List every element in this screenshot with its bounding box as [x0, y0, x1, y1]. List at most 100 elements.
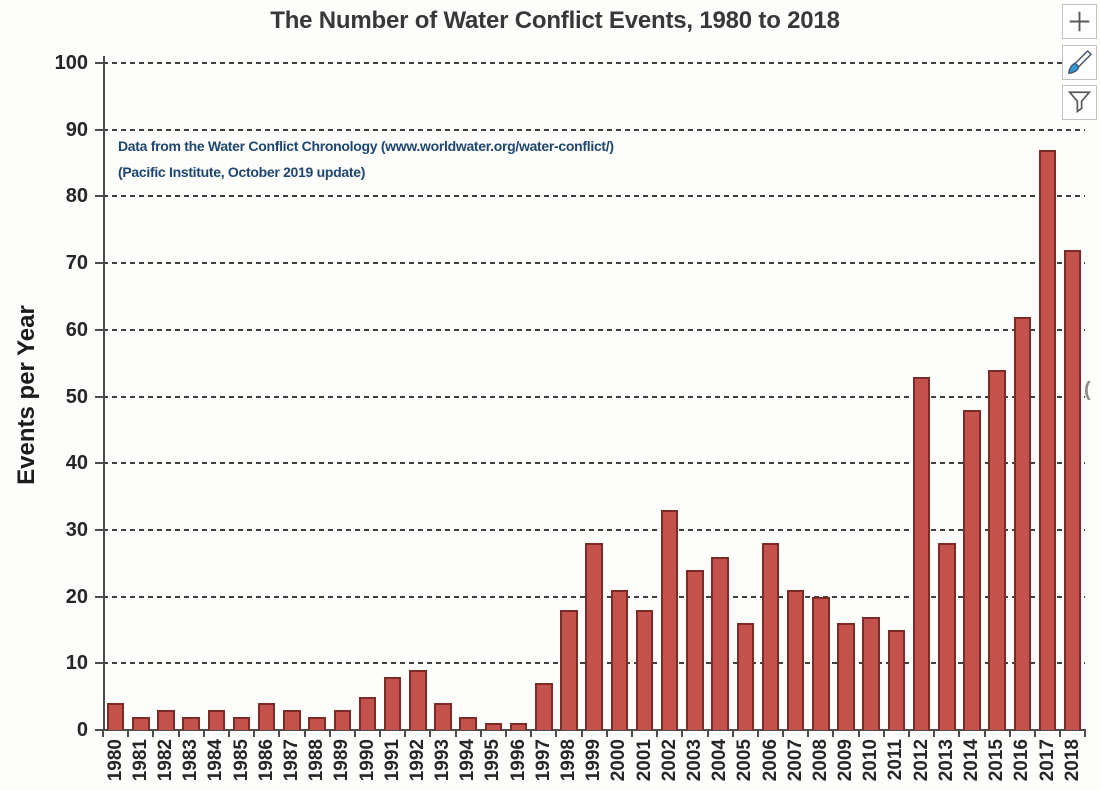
- bar-2008[interactable]: [812, 596, 830, 730]
- bar-1981[interactable]: [132, 716, 150, 730]
- bar-2000[interactable]: [610, 589, 629, 730]
- x-tick-label: 1985: [230, 739, 252, 782]
- x-axis-tick: [102, 730, 104, 737]
- x-axis-tick: [681, 730, 684, 737]
- bar-1996[interactable]: [509, 723, 528, 730]
- x-axis-tick: [555, 730, 558, 737]
- y-tick-label: 80: [65, 185, 88, 208]
- bar-2007[interactable]: [786, 589, 805, 730]
- y-axis-tick: [95, 128, 104, 131]
- bar-2006[interactable]: [761, 543, 780, 730]
- x-axis-tick: [303, 730, 306, 737]
- annotation-line-2: (Pacific Institute, October 2019 update): [118, 164, 366, 180]
- bar-1992[interactable]: [409, 670, 427, 730]
- gridline: [103, 328, 1086, 331]
- x-axis-tick: [404, 730, 407, 737]
- x-tick-label: 2005: [734, 739, 756, 782]
- x-axis-tick: [328, 730, 331, 737]
- bar-1985[interactable]: [232, 716, 251, 730]
- bar-1980[interactable]: [106, 703, 125, 730]
- x-axis-tick: [429, 730, 432, 737]
- x-axis-tick: [933, 730, 936, 737]
- bar-2003[interactable]: [686, 569, 704, 730]
- x-tick-label: 2001: [633, 739, 655, 782]
- bar-1993[interactable]: [434, 703, 452, 730]
- x-axis-line: [102, 729, 1087, 731]
- x-tick-label: 1995: [482, 739, 504, 782]
- x-tick-label: 2015: [986, 739, 1008, 782]
- y-tick-label: 90: [65, 118, 88, 141]
- bar-1989[interactable]: [333, 710, 352, 730]
- chart-styles-button[interactable]: [1062, 45, 1097, 80]
- gridline: [103, 462, 1086, 465]
- gridline: [103, 262, 1086, 265]
- bar-1986[interactable]: [257, 703, 276, 730]
- x-tick-label: 2007: [784, 739, 806, 782]
- x-tick-label: 2016: [1011, 739, 1033, 782]
- bar-2016[interactable]: [1013, 316, 1032, 730]
- bar-2014[interactable]: [963, 409, 981, 730]
- bar-1999[interactable]: [585, 543, 603, 730]
- bar-2011[interactable]: [887, 630, 906, 730]
- plus-icon: [1069, 11, 1090, 32]
- bar-1997[interactable]: [535, 683, 553, 730]
- x-axis-tick: [706, 730, 709, 737]
- x-axis-tick: [253, 730, 256, 737]
- x-axis-tick: [857, 730, 860, 737]
- bar-2015[interactable]: [988, 369, 1006, 730]
- y-tick-label: 20: [65, 585, 88, 608]
- bar-2005[interactable]: [736, 623, 755, 730]
- x-tick-label: 2006: [759, 739, 781, 782]
- x-tick-label: 2011: [885, 739, 907, 781]
- x-tick-label: 2008: [809, 739, 831, 782]
- x-tick-label: 1997: [532, 739, 554, 782]
- chart-filters-button[interactable]: [1062, 85, 1097, 120]
- x-tick-label: 2009: [835, 739, 856, 782]
- bar-2009[interactable]: [837, 623, 855, 730]
- x-tick-label: 1999: [583, 739, 605, 782]
- x-axis-tick: [1033, 730, 1036, 737]
- x-axis-tick: [479, 730, 482, 737]
- x-tick-label: 1992: [406, 739, 428, 782]
- bar-2001[interactable]: [635, 609, 654, 730]
- x-axis-tick: [882, 730, 885, 737]
- x-tick-label: 2017: [1036, 739, 1058, 782]
- bar-1988[interactable]: [308, 716, 326, 730]
- bar-1984[interactable]: [207, 710, 226, 730]
- bar-1995[interactable]: [484, 723, 503, 730]
- x-tick-label: 1990: [356, 739, 378, 782]
- bar-2012[interactable]: [912, 376, 931, 730]
- chart-elements-button[interactable]: [1062, 4, 1097, 39]
- gridline: [103, 62, 1086, 64]
- bar-1983[interactable]: [182, 716, 200, 730]
- y-axis-tick: [95, 462, 104, 465]
- bar-1998[interactable]: [560, 609, 578, 730]
- x-tick-label: 2002: [658, 739, 680, 782]
- x-tick-label: 2003: [683, 739, 705, 782]
- bar-1990[interactable]: [358, 696, 377, 730]
- x-tick-label: 1984: [205, 739, 227, 782]
- bar-1987[interactable]: [283, 710, 301, 730]
- paintbrush-icon: [1068, 50, 1092, 74]
- x-axis-tick: [454, 730, 457, 737]
- bar-1991[interactable]: [383, 676, 402, 730]
- x-tick-label: 1982: [155, 739, 176, 782]
- y-axis-tick: [95, 662, 104, 665]
- bar-2010[interactable]: [862, 616, 880, 730]
- bar-2018[interactable]: [1063, 249, 1082, 730]
- bar-2002[interactable]: [660, 509, 679, 730]
- x-tick-label: 1994: [457, 739, 479, 782]
- gridline: [103, 528, 1086, 531]
- bar-2013[interactable]: [938, 543, 956, 730]
- x-axis-tick: [127, 730, 130, 737]
- gridline: [103, 128, 1086, 131]
- y-axis-tick: [95, 528, 104, 531]
- bar-2004[interactable]: [711, 556, 729, 730]
- x-axis-tick: [278, 730, 281, 737]
- x-tick-label: 2004: [709, 739, 731, 782]
- y-tick-label: 60: [65, 318, 88, 341]
- bar-1994[interactable]: [459, 716, 477, 730]
- bar-1982[interactable]: [157, 710, 175, 730]
- bar-2017[interactable]: [1038, 149, 1057, 730]
- gridline: [103, 195, 1086, 198]
